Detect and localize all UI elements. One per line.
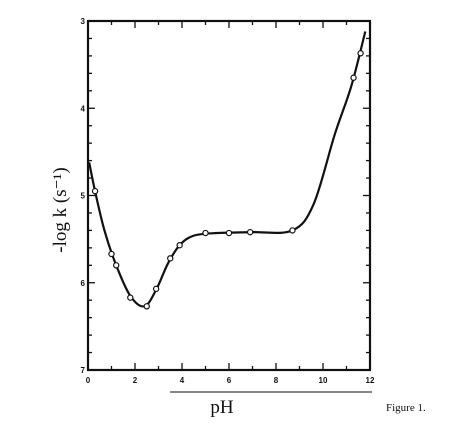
plot-frame <box>86 19 372 372</box>
data-point <box>108 250 115 258</box>
plot-border <box>86 19 372 372</box>
x-tick-label: 12 <box>366 376 375 385</box>
y-axis-tick-labels: 3 4 5 6 7 <box>81 17 86 375</box>
y-tick-label: 7 <box>81 366 86 375</box>
x-axis-title: pH <box>210 397 234 418</box>
data-point <box>350 74 357 81</box>
data-point <box>152 285 160 293</box>
x-tick-label: 10 <box>319 376 328 385</box>
series-curve <box>88 31 367 308</box>
x-tick-label: 8 <box>274 376 279 385</box>
x-tick-label: 0 <box>86 376 91 385</box>
data-point <box>143 303 150 310</box>
figure-caption: Figure 1. <box>386 402 426 414</box>
x-tick-label: 4 <box>180 376 185 385</box>
series-points <box>91 50 364 310</box>
data-point <box>246 228 254 236</box>
data-point <box>91 187 99 195</box>
y-axis-ticks <box>88 20 370 371</box>
data-point <box>167 255 174 262</box>
data-point <box>289 227 296 234</box>
x-tick-label: 2 <box>133 376 138 385</box>
y-tick-label: 5 <box>81 192 86 201</box>
x-tick-label: 6 <box>227 376 232 385</box>
data-point <box>176 242 183 249</box>
data-point <box>127 294 134 301</box>
y-tick-label: 3 <box>81 17 86 26</box>
data-point <box>225 229 233 237</box>
x-axis-ticks <box>87 21 371 370</box>
data-point <box>112 262 120 269</box>
series-line-path <box>88 31 367 308</box>
data-point <box>357 50 364 57</box>
x-axis-tick-labels: 0 2 4 6 8 10 12 <box>86 376 375 385</box>
data-point <box>202 229 209 237</box>
y-tick-label: 6 <box>81 279 86 288</box>
y-tick-label: 4 <box>81 104 86 113</box>
y-axis-title: -log k (s⁻¹) <box>50 167 71 252</box>
